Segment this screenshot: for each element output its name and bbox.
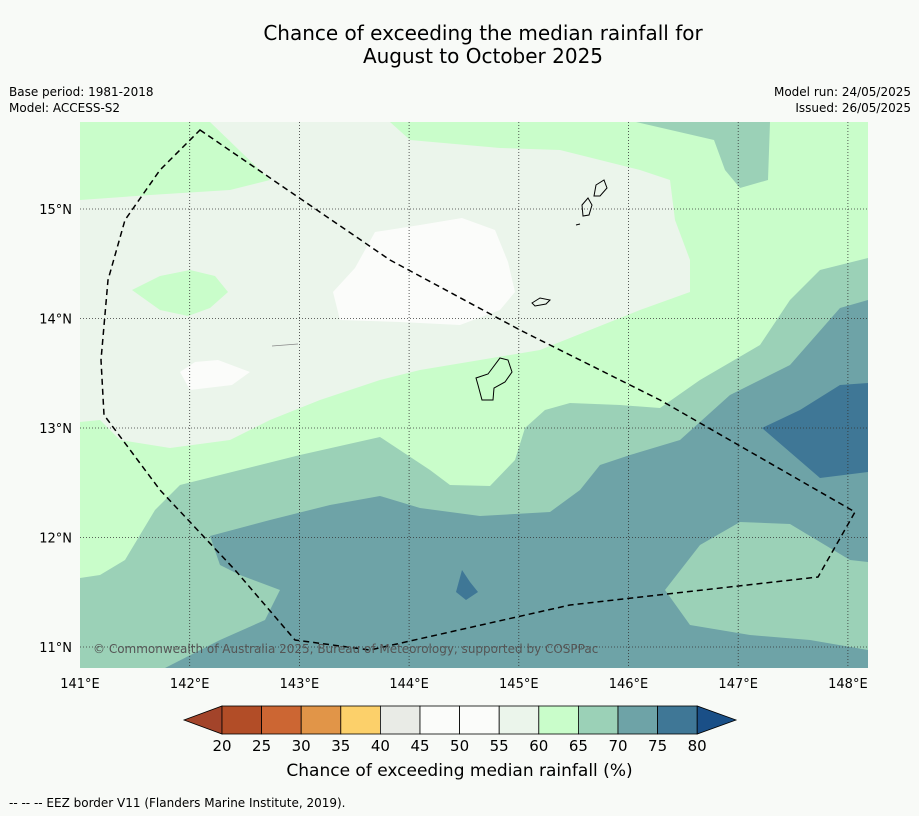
lat-tick-label: 12°N xyxy=(39,532,72,547)
colorbar-tick-label: 70 xyxy=(608,737,627,755)
colorbar-swatch xyxy=(657,705,698,735)
colorbar-tick-label: 20 xyxy=(212,737,231,755)
model-name: Model: ACCESS-S2 xyxy=(9,101,121,115)
island-tinian xyxy=(581,197,593,217)
lat-tick-label: 13°N xyxy=(39,422,72,437)
colorbar-tick-label: 30 xyxy=(292,737,311,755)
colorbar-swatch xyxy=(221,705,262,735)
band-50-55-west xyxy=(180,360,250,390)
lat-tick-labels: 15°N 14°N 13°N 12°N 11°N xyxy=(39,203,72,656)
lat-tick-label: 11°N xyxy=(39,641,72,656)
eez-footnote: -- -- -- EEZ border V11 (Flanders Marine… xyxy=(9,796,346,810)
colorbar-swatch xyxy=(340,705,381,735)
lon-tick-label: 148°E xyxy=(828,677,868,692)
colorbar-over-arrow xyxy=(696,705,738,735)
colorbar-tick-label: 40 xyxy=(371,737,390,755)
issued-date: Issued: 26/05/2025 xyxy=(795,101,911,115)
map-title: Chance of exceeding the median rainfall … xyxy=(0,22,919,68)
colorbar: 20 25 30 35 40 45 50 55 60 65 70 75 80 xyxy=(182,705,738,755)
colorbar-tick-label: 80 xyxy=(688,737,707,755)
base-period: Base period: 1981-2018 xyxy=(9,85,154,99)
model-run: Model run: 24/05/2025 xyxy=(773,85,911,99)
colorbar-swatch xyxy=(379,705,421,735)
lon-tick-label: 144°E xyxy=(389,677,429,692)
map-area xyxy=(80,122,868,668)
colorbar-tick-label: 50 xyxy=(450,737,469,755)
title-line-1: Chance of exceeding the median rainfall … xyxy=(263,21,703,45)
colorbar-swatch xyxy=(459,705,500,735)
island-saipan xyxy=(593,179,608,197)
meta-left: Base period: 1981-2018 Model: ACCESS-S2 xyxy=(9,84,154,116)
colorbar-tick-label: 45 xyxy=(410,737,429,755)
colorbar-tick-label: 35 xyxy=(331,737,350,755)
colorbar-swatch xyxy=(261,705,302,735)
island-rota xyxy=(531,297,552,307)
colorbar-tick-label: 75 xyxy=(648,737,667,755)
band-50-55-center xyxy=(333,218,515,325)
colorbar-swatch xyxy=(538,705,579,735)
band-75-80-south xyxy=(456,570,478,600)
lon-tick-label: 145°E xyxy=(499,677,539,692)
colorbar-tick-label: 65 xyxy=(569,737,588,755)
lat-tick-label: 15°N xyxy=(39,203,72,218)
colorbar-label: Chance of exceeding median rainfall (%) xyxy=(286,761,633,781)
colorbar-swatch xyxy=(419,705,460,735)
contour-fragment xyxy=(271,343,299,347)
colorbar-under-arrow xyxy=(182,705,223,735)
lon-tick-label: 143°E xyxy=(280,677,320,692)
band-65-70-ne xyxy=(636,122,770,188)
colorbar-swatch xyxy=(300,705,342,735)
band-70-75 xyxy=(165,300,868,668)
colorbar-tick-label: 60 xyxy=(529,737,548,755)
island-guam xyxy=(475,357,513,401)
title-line-2: August to October 2025 xyxy=(362,44,604,68)
lon-tick-label: 141°E xyxy=(60,677,100,692)
colorbar-swatch xyxy=(498,705,540,735)
lon-tick-label: 146°E xyxy=(609,677,649,692)
island-aguijan xyxy=(575,223,581,226)
lon-tick-label: 147°E xyxy=(718,677,758,692)
lon-tick-label: 142°E xyxy=(170,677,210,692)
band-60-65-patch xyxy=(132,270,228,316)
lat-tick-label: 14°N xyxy=(39,313,72,328)
meta-right: Model run: 24/05/2025 Issued: 26/05/2025 xyxy=(774,84,911,116)
copyright-text: © Commonwealth of Australia 2025, Bureau… xyxy=(93,642,598,656)
colorbar-swatch xyxy=(578,705,619,735)
eez-border xyxy=(100,129,857,651)
gridlines xyxy=(80,122,868,668)
band-75-80-east xyxy=(762,383,868,478)
colorbar-swatch xyxy=(617,705,658,735)
map-figure: © Commonwealth of Australia 2025, Bureau… xyxy=(39,122,868,755)
colorbar-tick-label: 25 xyxy=(252,737,271,755)
lon-tick-labels: 141°E 142°E 143°E 144°E 145°E 146°E 147°E 148°E xyxy=(60,677,867,692)
colorbar-tick-label: 55 xyxy=(490,737,509,755)
